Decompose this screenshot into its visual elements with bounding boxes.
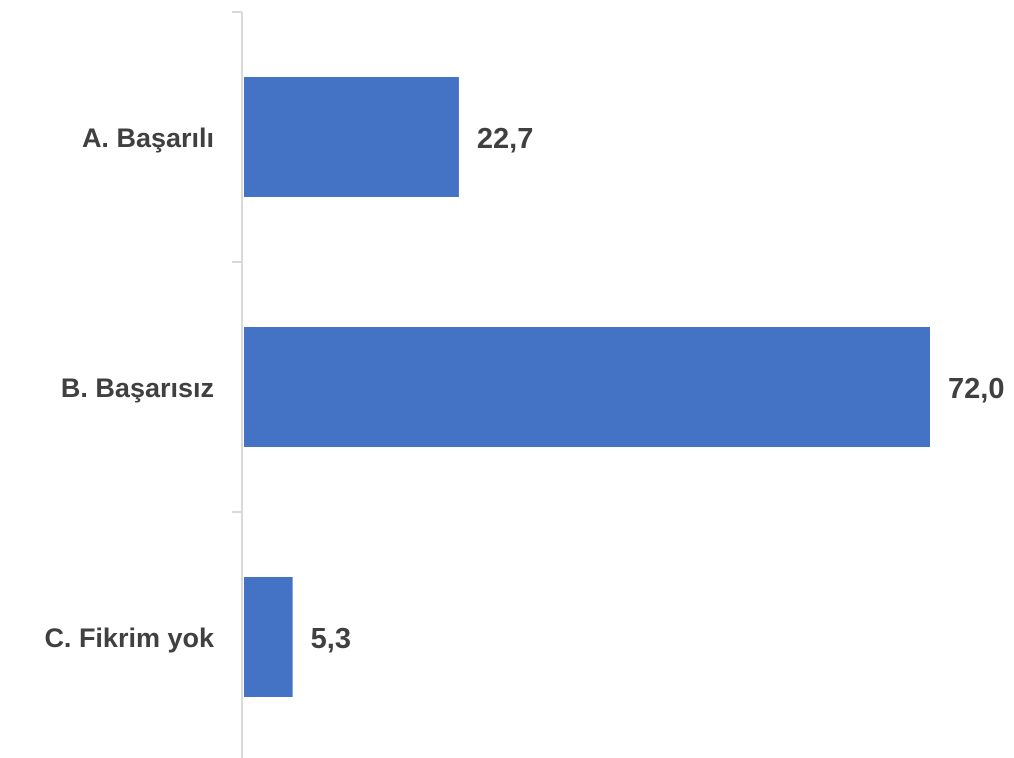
category-axis <box>232 11 243 758</box>
data-label: 5,3 <box>311 623 351 655</box>
category-label: A. Başarılı <box>82 123 214 153</box>
bar <box>244 327 930 447</box>
bar <box>244 577 293 697</box>
data-label: 72,0 <box>948 373 1004 405</box>
bar <box>244 77 459 197</box>
category-label: B. Başarısız <box>61 373 214 403</box>
category-label: C. Fikrim yok <box>44 623 215 653</box>
data-label: 22,7 <box>477 123 533 155</box>
labels-group: A. Başarılı 22,7 B. Başarısız 72,0 C. Fikrim… <box>44 123 1004 655</box>
bars-group <box>244 77 930 697</box>
